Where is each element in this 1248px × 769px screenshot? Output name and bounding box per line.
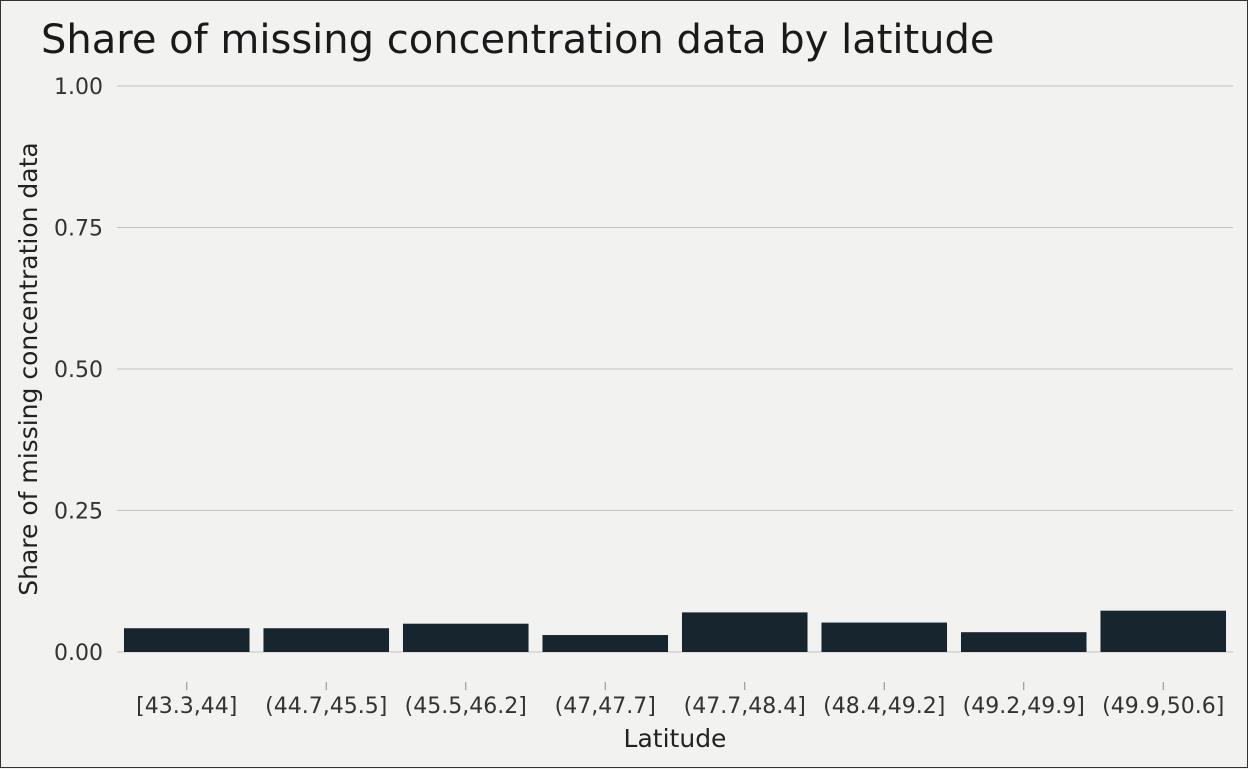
x-axis-title: Latitude [624, 724, 727, 753]
gridlines [117, 85, 1233, 653]
x-tick-label-7: (49.9,50.6] [1102, 694, 1224, 719]
x-tick-label-1: (44.7,45.5] [265, 694, 387, 719]
bar-6 [960, 632, 1087, 652]
chart-title: Share of missing concentration data by l… [41, 17, 995, 63]
y-axis-title: Share of missing concentration data [14, 142, 43, 596]
y-tick-label-0: 0.00 [54, 641, 103, 666]
x-tick-label-2: (45.5,46.2] [405, 694, 527, 719]
y-axis-ticks: 0.00 0.25 0.50 0.75 1.00 [54, 75, 103, 666]
bar-4 [681, 612, 808, 652]
bar-0 [123, 628, 250, 652]
bar-3 [542, 635, 669, 652]
x-tick-label-0: [43.3,44] [136, 694, 237, 719]
x-tick-label-5: (48.4,49.2] [823, 694, 945, 719]
bar-2 [402, 623, 529, 652]
y-tick-label-2: 0.50 [54, 358, 103, 383]
x-tick-label-6: (49.2,49.9] [963, 694, 1085, 719]
bar-5 [821, 622, 948, 652]
bar-1 [263, 628, 390, 652]
bar-7 [1100, 610, 1227, 652]
x-axis-ticks: [43.3,44] (44.7,45.5] (45.5,46.2] (47,47.7]… [136, 682, 1224, 719]
x-tick-label-3: (47,47.7] [555, 694, 656, 719]
y-tick-label-4: 1.00 [54, 75, 103, 100]
y-tick-label-3: 0.75 [54, 217, 103, 242]
x-tick-label-4: (47.7,48.4] [684, 694, 806, 719]
y-tick-label-1: 0.25 [54, 500, 103, 525]
bars [123, 610, 1227, 652]
